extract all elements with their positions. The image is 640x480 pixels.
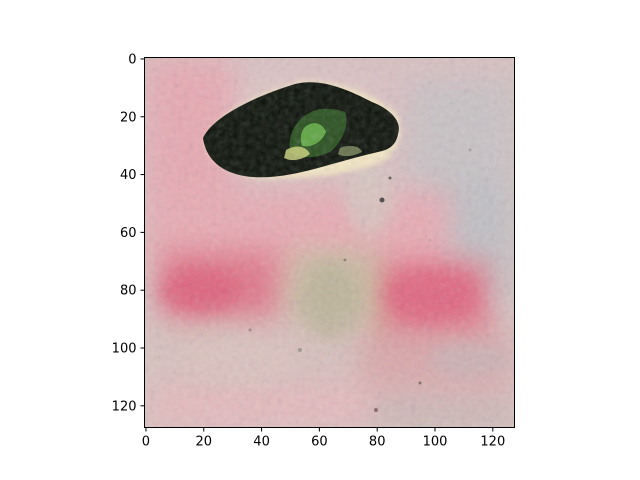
x-tick-label: 100 — [423, 435, 448, 450]
y-tick-label: 60 — [120, 226, 137, 241]
generated-image — [145, 58, 514, 427]
y-tick-label: 120 — [112, 399, 137, 414]
x-tick-label: 120 — [480, 435, 505, 450]
y-tick-label: 40 — [120, 168, 137, 183]
y-tick-label: 20 — [120, 110, 137, 125]
x-tick-label: 0 — [142, 435, 150, 450]
y-axis: 0 20 40 60 80 100 120 — [112, 52, 145, 414]
x-axis: 0 20 40 60 80 100 120 — [142, 427, 505, 450]
axes-frame — [144, 57, 515, 428]
x-tick-label: 80 — [369, 435, 386, 450]
y-tick-label: 100 — [112, 342, 137, 357]
x-tick-label: 40 — [253, 435, 270, 450]
x-tick-label: 60 — [311, 435, 328, 450]
y-tick-label: 0 — [128, 52, 136, 67]
x-tick-label: 20 — [195, 435, 212, 450]
y-tick-label: 80 — [120, 284, 137, 299]
